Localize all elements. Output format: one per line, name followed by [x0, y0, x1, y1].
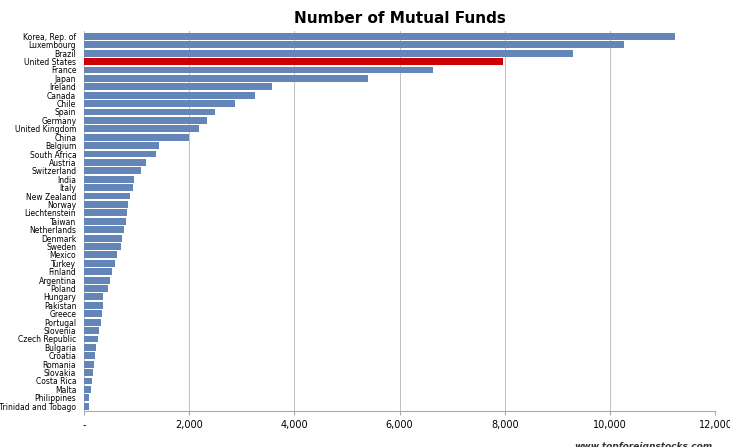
- Bar: [84, 50, 572, 57]
- Bar: [84, 260, 115, 267]
- Bar: [84, 67, 434, 73]
- Bar: [84, 176, 134, 183]
- Bar: [84, 167, 141, 174]
- Bar: [84, 117, 207, 124]
- Bar: [84, 369, 93, 376]
- Bar: [84, 151, 155, 157]
- Bar: [84, 352, 95, 359]
- Bar: [84, 327, 99, 334]
- Bar: [84, 201, 128, 208]
- Bar: [84, 159, 146, 166]
- Bar: [84, 83, 272, 90]
- Bar: [84, 394, 90, 401]
- Bar: [84, 243, 120, 250]
- Bar: [84, 302, 103, 309]
- Bar: [84, 193, 130, 199]
- Bar: [84, 125, 199, 132]
- Bar: [84, 75, 369, 82]
- Bar: [84, 209, 126, 216]
- Bar: [84, 294, 104, 300]
- Bar: [84, 100, 234, 107]
- Bar: [84, 226, 124, 233]
- Bar: [84, 235, 123, 241]
- Bar: [84, 252, 117, 258]
- Bar: [84, 386, 91, 393]
- Bar: [84, 33, 675, 40]
- Bar: [84, 58, 503, 65]
- Bar: [84, 336, 98, 342]
- Bar: [84, 142, 158, 149]
- Bar: [84, 310, 102, 317]
- Title: Number of Mutual Funds: Number of Mutual Funds: [293, 11, 506, 26]
- Bar: [84, 344, 96, 351]
- Bar: [84, 319, 101, 325]
- Bar: [84, 134, 189, 141]
- Bar: [84, 92, 256, 99]
- Bar: [84, 378, 91, 384]
- Bar: [84, 184, 133, 191]
- Bar: [84, 218, 126, 225]
- Bar: [84, 277, 110, 283]
- Bar: [84, 268, 112, 275]
- Bar: [84, 285, 107, 292]
- Bar: [84, 403, 88, 409]
- Bar: [84, 109, 215, 115]
- Bar: [84, 361, 93, 367]
- Text: www.topforeignstocks.com: www.topforeignstocks.com: [575, 442, 712, 447]
- Bar: [84, 41, 624, 48]
